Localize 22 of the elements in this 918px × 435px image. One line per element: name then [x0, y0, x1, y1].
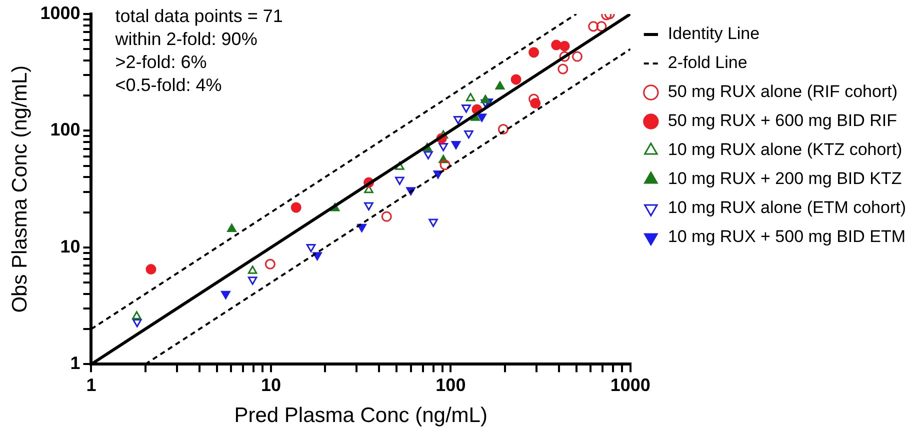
y-tick-label: 1	[70, 353, 80, 374]
legend-label: 50 mg RUX alone (RIF cohort)	[668, 82, 898, 102]
legend-label: 10 mg RUX + 200 mg BID KTZ	[668, 169, 902, 188]
x-tick-label: 10	[260, 374, 281, 395]
legend-label: 50 mg RUX + 600 mg BID RIF	[668, 111, 898, 130]
y-tick-label: 100	[50, 120, 80, 140]
x-tick-label: 1000	[610, 374, 650, 395]
legend-label: 10 mg RUX alone (ETM cohort)	[668, 198, 906, 218]
y-tick-label: 1000	[40, 2, 80, 23]
annotation: within 2-fold: 90%	[114, 28, 258, 49]
y-axis-title: Obs Plasma Conc (ng/mL)	[8, 65, 32, 313]
annotation: <0.5-fold: 4%	[115, 74, 222, 95]
y-tick-label: 10	[60, 236, 80, 256]
x-axis-title: Pred Plasma Conc (ng/mL)	[234, 404, 488, 428]
legend-label: 10 mg RUX alone (KTZ cohort)	[668, 140, 902, 160]
x-tick-label: 100	[436, 374, 466, 395]
x-tick-label: 1	[86, 374, 96, 395]
annotation: total data points = 71	[115, 6, 283, 26]
legend-label: Identity Line	[668, 24, 760, 44]
legend-label: 2-fold Line	[668, 53, 748, 72]
legend-label: 10 mg RUX + 500 mg BID ETM	[668, 227, 906, 246]
annotation: >2-fold: 6%	[115, 52, 207, 72]
